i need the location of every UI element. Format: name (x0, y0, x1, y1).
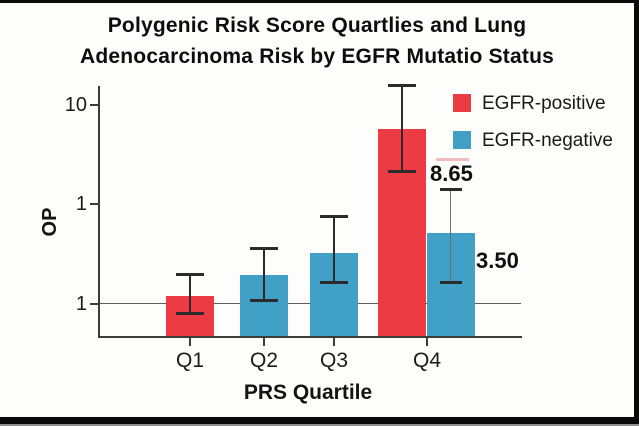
x-tick-label-q3: Q3 (319, 349, 348, 372)
error-bar-q2-egfr-negative-cap-bottom (250, 299, 278, 303)
frame-border-bottom (0, 417, 639, 424)
y-tick-2 (90, 302, 99, 305)
error-bar-q4-egfr-positive-line (401, 85, 403, 171)
frame-border-top (0, 0, 639, 3)
y-tick-1 (90, 203, 99, 205)
x-tick-q2 (263, 337, 265, 346)
frame-border-bottom-edge (0, 424, 639, 426)
chart-title-line2: Adenocarcinoma Risk by EGFR Mutatio Stat… (80, 45, 554, 68)
error-bar-q4-egfr-negative-cap-bottom (439, 281, 462, 285)
error-bar-q4-egfr-positive-cap-bottom (388, 169, 416, 173)
x-tick-label-q4: Q4 (412, 349, 441, 372)
error-bar-q4-egfr-negative-line (450, 189, 451, 283)
error-bar-q3-egfr-negative-cap-top (320, 215, 348, 219)
value-label-q4-egfr-positive: 8.65 (430, 161, 473, 186)
x-tick-q1 (189, 337, 191, 346)
x-axis-line (98, 336, 522, 338)
artifact-mark (436, 158, 469, 161)
error-bar-q2-egfr-negative-line (263, 248, 265, 301)
error-bar-q1-egfr-positive-line (189, 273, 191, 313)
frame-border-right (634, 0, 639, 426)
x-tick-q4 (426, 337, 428, 346)
error-bar-q4-egfr-positive-cap-top (388, 84, 416, 88)
error-bar-q1-egfr-positive-cap-bottom (176, 311, 204, 315)
chart-title: Polygenic Risk Score Quartlies and Lung … (0, 10, 634, 72)
error-bar-q3-egfr-negative-line (333, 216, 335, 283)
legend-label-egfr-positive: EGFR-positive (482, 92, 606, 114)
error-bar-q2-egfr-negative-cap-top (250, 247, 278, 251)
y-tick-label-0: 10 (64, 93, 87, 116)
legend-swatch-egfr-negative (453, 131, 471, 149)
x-axis-label: PRS Quartile (243, 381, 373, 404)
y-tick-label-2: 1 (75, 292, 87, 315)
chart-title-line1: Polygenic Risk Score Quartlies and Lung (107, 14, 527, 37)
legend: EGFR-positive EGFR-negative (453, 94, 613, 168)
y-tick-0 (90, 103, 99, 106)
error-bar-q4-egfr-negative-cap-top (439, 188, 462, 192)
legend-label-egfr-negative: EGFR-negative (482, 129, 613, 151)
legend-item-egfr-negative: EGFR-negative (453, 129, 613, 151)
y-tick-label-1: 1 (75, 193, 87, 215)
x-tick-label-q2: Q2 (249, 349, 278, 372)
x-tick-label-q1: Q1 (175, 349, 204, 372)
error-bar-q1-egfr-positive-cap-top (176, 272, 204, 276)
legend-item-egfr-positive: EGFR-positive (453, 92, 613, 114)
error-bar-q3-egfr-negative-cap-bottom (320, 281, 348, 285)
y-axis-spine (98, 86, 100, 337)
value-label-q4-egfr-negative: 3.50 (476, 248, 519, 273)
x-tick-q3 (333, 337, 335, 346)
legend-swatch-egfr-positive (453, 94, 471, 112)
